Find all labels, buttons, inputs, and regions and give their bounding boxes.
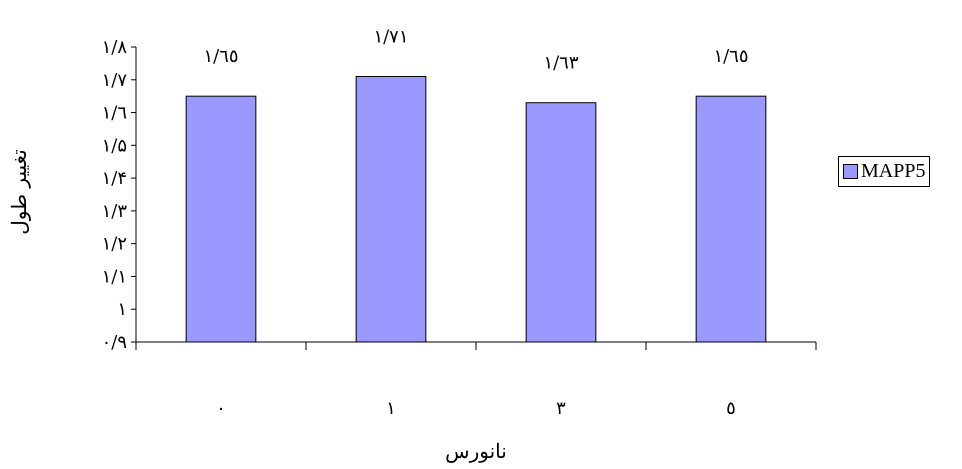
bar xyxy=(695,95,767,343)
data-label: ١/٧١ xyxy=(373,27,408,48)
bar xyxy=(525,102,597,343)
y-tick-label: ١/٧ xyxy=(102,70,128,91)
y-tick-label: ١/٢ xyxy=(102,234,127,255)
y-tick-label: ٠/٩ xyxy=(102,332,127,353)
y-tick-label: ١/٣ xyxy=(102,201,128,222)
x-tick-label: ٥ xyxy=(726,398,736,419)
bars xyxy=(185,76,767,343)
data-labels: ١/٦٥ ١/٧١ ١/٦٣ ١/٦٥ xyxy=(203,27,748,74)
legend-swatch xyxy=(843,164,858,179)
y-axis-title: تغییر طول xyxy=(7,149,31,234)
x-tick-label: ٣ xyxy=(556,398,566,419)
y-axis: ٠/٩ ١ ١/١ ١/٢ ١/٣ ١/۴ ١/۵ ١/٦ ١/٧ ١/٨ xyxy=(102,37,137,353)
x-tick-label: ١ xyxy=(386,398,396,419)
data-label: ١/٦٥ xyxy=(713,46,748,67)
legend: MAPP5 xyxy=(838,156,931,187)
bar xyxy=(355,76,427,343)
y-tick-label: ١/۵ xyxy=(102,135,127,156)
x-axis: ٠ ١ ٣ ٥ xyxy=(135,341,817,419)
data-label: ١/٦٥ xyxy=(203,46,238,67)
y-tick-label: ١/۴ xyxy=(102,168,127,189)
x-tick-label: ٠ xyxy=(216,398,226,419)
y-tick-label: ١/١ xyxy=(102,266,127,287)
data-label: ١/٦٣ xyxy=(543,53,578,74)
y-tick-label: ١/٨ xyxy=(102,37,128,58)
bar xyxy=(185,95,257,343)
y-tick-label: ١/٦ xyxy=(102,103,127,124)
legend-label-mapp5: MAPP5 xyxy=(861,160,926,182)
y-tick-label: ١ xyxy=(117,299,127,320)
x-axis-title: نانورس xyxy=(445,439,507,463)
